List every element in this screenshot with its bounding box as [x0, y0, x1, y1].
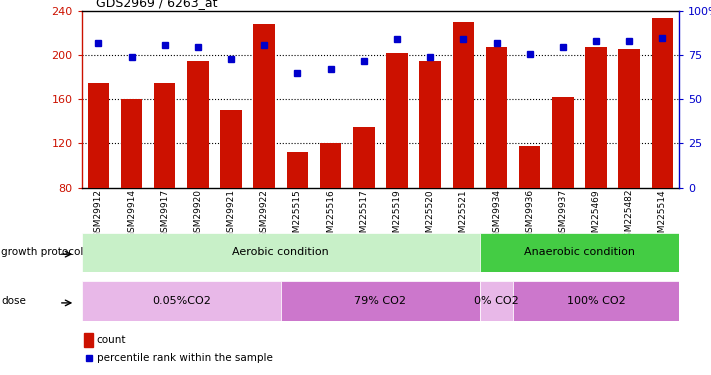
Bar — [480, 232, 679, 272]
Text: dose: dose — [1, 296, 26, 306]
Bar — [154, 83, 176, 188]
Bar — [320, 144, 341, 188]
Bar — [82, 232, 480, 272]
Bar — [585, 46, 607, 188]
Bar — [519, 146, 540, 188]
Text: Anaerobic condition: Anaerobic condition — [524, 247, 635, 257]
Bar — [652, 18, 673, 188]
Bar — [486, 46, 508, 188]
Bar — [552, 97, 574, 188]
Text: 100% CO2: 100% CO2 — [567, 296, 626, 306]
Bar — [253, 24, 275, 188]
Bar — [220, 110, 242, 188]
Bar — [386, 53, 408, 188]
Bar — [121, 99, 142, 188]
Bar — [513, 281, 679, 321]
Bar — [453, 22, 474, 188]
Bar — [419, 61, 441, 188]
Bar — [480, 281, 513, 321]
Text: 79% CO2: 79% CO2 — [354, 296, 407, 306]
Bar — [187, 61, 209, 188]
Bar — [87, 83, 109, 188]
Text: percentile rank within the sample: percentile rank within the sample — [97, 353, 272, 363]
Bar — [353, 127, 375, 188]
Bar — [82, 281, 281, 321]
Bar — [84, 333, 93, 347]
Text: count: count — [97, 335, 126, 345]
Text: Aerobic condition: Aerobic condition — [232, 247, 329, 257]
Text: 0.05%CO2: 0.05%CO2 — [152, 296, 210, 306]
Text: GDS2969 / 6263_at: GDS2969 / 6263_at — [96, 0, 218, 9]
Text: growth protocol: growth protocol — [1, 247, 84, 257]
Bar — [287, 152, 309, 188]
Bar — [281, 281, 480, 321]
Bar — [619, 49, 640, 188]
Text: 0% CO2: 0% CO2 — [474, 296, 519, 306]
